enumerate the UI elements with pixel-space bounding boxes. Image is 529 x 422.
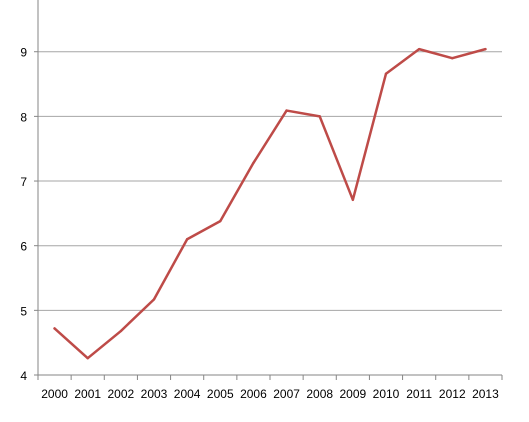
data-point-2007 xyxy=(285,109,288,112)
series-line xyxy=(53,47,487,360)
data-point-2003 xyxy=(152,298,156,301)
x-tick-label: 2004 xyxy=(174,387,201,401)
data-point-2000 xyxy=(53,327,56,330)
x-tick-label: 2005 xyxy=(207,387,234,401)
series-layer xyxy=(53,47,487,360)
y-tick-label: 8 xyxy=(20,110,27,124)
y-tick-label: 4 xyxy=(20,369,27,383)
data-point-2009 xyxy=(351,198,355,201)
data-point-2004 xyxy=(185,238,189,241)
x-tick-label: 2002 xyxy=(108,387,135,401)
x-tick-label: 2007 xyxy=(273,387,300,401)
data-point-2002 xyxy=(119,329,123,333)
x-tick-label: 2011 xyxy=(406,387,432,401)
x-tick-label: 2000 xyxy=(41,387,68,401)
gridlines xyxy=(38,51,502,311)
data-point-2006 xyxy=(252,161,255,165)
data-point-2011 xyxy=(417,47,421,51)
data-point-2005 xyxy=(219,219,222,223)
y-tick-label: 7 xyxy=(20,175,27,189)
x-tick-label: 2009 xyxy=(340,387,367,401)
x-tick-label: 2006 xyxy=(240,387,267,401)
x-tick-label: 2010 xyxy=(373,387,400,401)
data-point-2010 xyxy=(384,72,388,75)
y-tick-label: 9 xyxy=(20,46,27,60)
y-tick-labels: 4 5 6 7 8 9 xyxy=(20,46,27,383)
data-point-2013 xyxy=(484,47,487,51)
x-tick-label: 2003 xyxy=(141,387,168,401)
data-point-2008 xyxy=(318,115,321,118)
x-tick-labels: 2000 2001 2002 2003 2004 2005 2006 2007 2008 2009… xyxy=(41,387,499,401)
y-tick-label: 6 xyxy=(20,240,27,254)
data-point-2012 xyxy=(451,56,454,60)
x-tick-label: 2012 xyxy=(439,387,466,401)
x-tick-label: 2013 xyxy=(472,387,499,401)
x-tick-label: 2001 xyxy=(74,387,101,401)
data-point-2001 xyxy=(86,356,89,360)
y-tick-label: 5 xyxy=(20,304,27,318)
axes xyxy=(34,0,503,380)
x-tick-label: 2008 xyxy=(306,387,333,401)
